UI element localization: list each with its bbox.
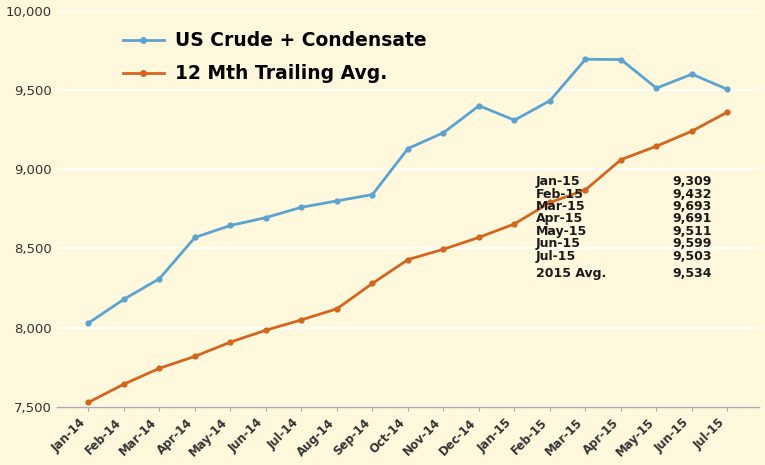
Text: Mar-15: Mar-15 (536, 200, 585, 213)
Legend: US Crude + Condensate, 12 Mth Trailing Avg.: US Crude + Condensate, 12 Mth Trailing A… (115, 24, 435, 91)
Text: May-15: May-15 (536, 225, 587, 238)
Text: 9,309: 9,309 (672, 175, 711, 188)
Text: 9,511: 9,511 (672, 225, 711, 238)
Text: 9,693: 9,693 (672, 200, 711, 213)
Text: Jun-15: Jun-15 (536, 237, 581, 250)
Text: 9,503: 9,503 (672, 250, 711, 263)
Text: Feb-15: Feb-15 (536, 188, 584, 201)
Text: Jul-15: Jul-15 (536, 250, 576, 263)
Text: Apr-15: Apr-15 (536, 213, 583, 226)
Text: 9,599: 9,599 (672, 237, 711, 250)
Text: 2015 Avg.: 2015 Avg. (536, 267, 606, 280)
Text: 9,691: 9,691 (672, 213, 711, 226)
Text: 9,534: 9,534 (672, 267, 711, 280)
Text: Jan-15: Jan-15 (536, 175, 581, 188)
Text: 9,432: 9,432 (672, 188, 711, 201)
